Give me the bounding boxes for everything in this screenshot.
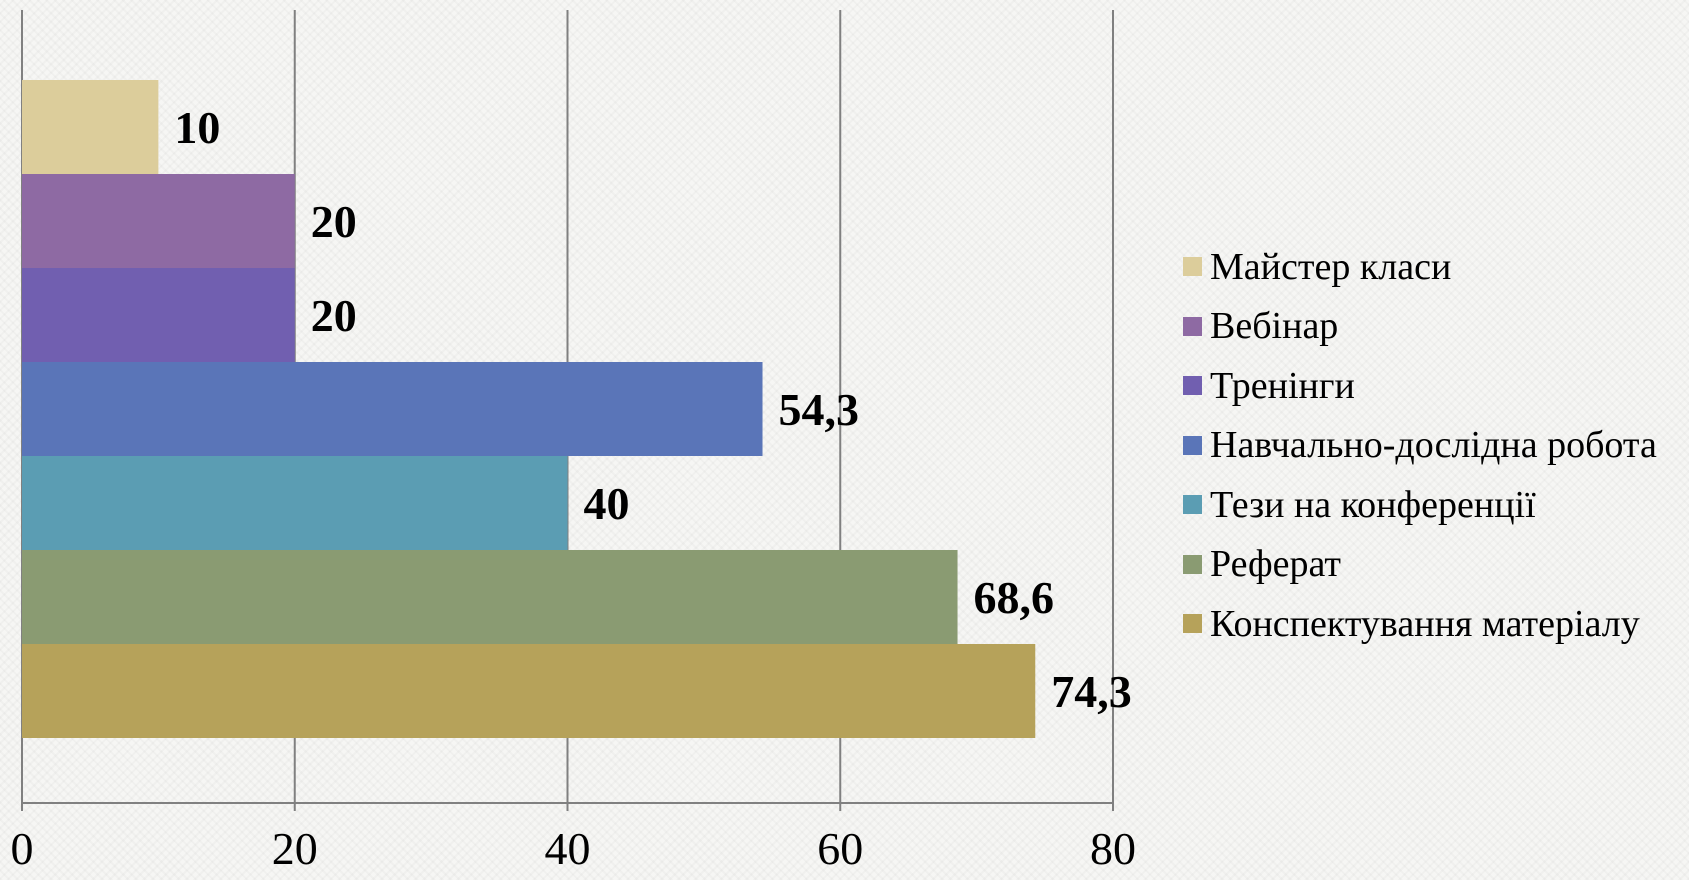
legend-label: Тренінги bbox=[1210, 364, 1355, 407]
x-tick-label: 40 bbox=[545, 823, 591, 874]
legend-label: Конспектування матеріалу bbox=[1210, 602, 1640, 645]
bar bbox=[22, 644, 1036, 738]
bar bbox=[22, 268, 295, 362]
bar bbox=[22, 362, 763, 456]
legend-swatch bbox=[1183, 316, 1202, 336]
legend-label: Тези на конференції bbox=[1210, 483, 1536, 526]
legend-item: Реферат bbox=[1183, 535, 1657, 595]
x-axis: 0 20 40 60 80 bbox=[11, 802, 1136, 874]
data-labels: 10 20 20 54,3 40 68,6 74,3 bbox=[174, 102, 1131, 717]
data-label: 10 bbox=[174, 102, 220, 153]
legend-swatch bbox=[1183, 554, 1202, 574]
legend-item: Тези на конференції bbox=[1183, 475, 1657, 535]
x-tick-label: 60 bbox=[817, 823, 863, 874]
legend-label: Реферат bbox=[1210, 543, 1341, 586]
data-label: 54,3 bbox=[779, 384, 860, 435]
data-label: 20 bbox=[311, 290, 357, 341]
bar bbox=[22, 456, 568, 550]
legend-label: Майстер класи bbox=[1210, 245, 1452, 288]
legend-label: Навчально-дослідна робота bbox=[1210, 424, 1657, 467]
data-label: 20 bbox=[311, 196, 357, 247]
bar bbox=[22, 550, 958, 644]
legend-item: Навчально-дослідна робота bbox=[1183, 416, 1657, 476]
legend: Майстер класи Вебінар Тренінги Навчально-до… bbox=[1183, 237, 1657, 654]
legend-swatch bbox=[1183, 495, 1202, 515]
x-tick-label: 0 bbox=[11, 823, 34, 874]
legend-label: Вебінар bbox=[1210, 305, 1339, 348]
data-label: 68,6 bbox=[974, 572, 1055, 623]
data-label: 40 bbox=[584, 478, 630, 529]
legend-swatch bbox=[1183, 376, 1202, 396]
legend-swatch bbox=[1183, 257, 1202, 277]
legend-swatch bbox=[1183, 435, 1202, 455]
bar bbox=[22, 174, 295, 268]
x-tick-label: 20 bbox=[272, 823, 318, 874]
data-label: 74,3 bbox=[1051, 666, 1132, 717]
x-tick-label: 80 bbox=[1090, 823, 1136, 874]
legend-item: Конспектування матеріалу bbox=[1183, 594, 1657, 654]
legend-item: Тренінги bbox=[1183, 356, 1657, 416]
bar bbox=[22, 80, 159, 174]
legend-swatch bbox=[1183, 614, 1202, 634]
legend-item: Вебінар bbox=[1183, 297, 1657, 357]
legend-item: Майстер класи bbox=[1183, 237, 1657, 297]
bars bbox=[22, 80, 1036, 738]
